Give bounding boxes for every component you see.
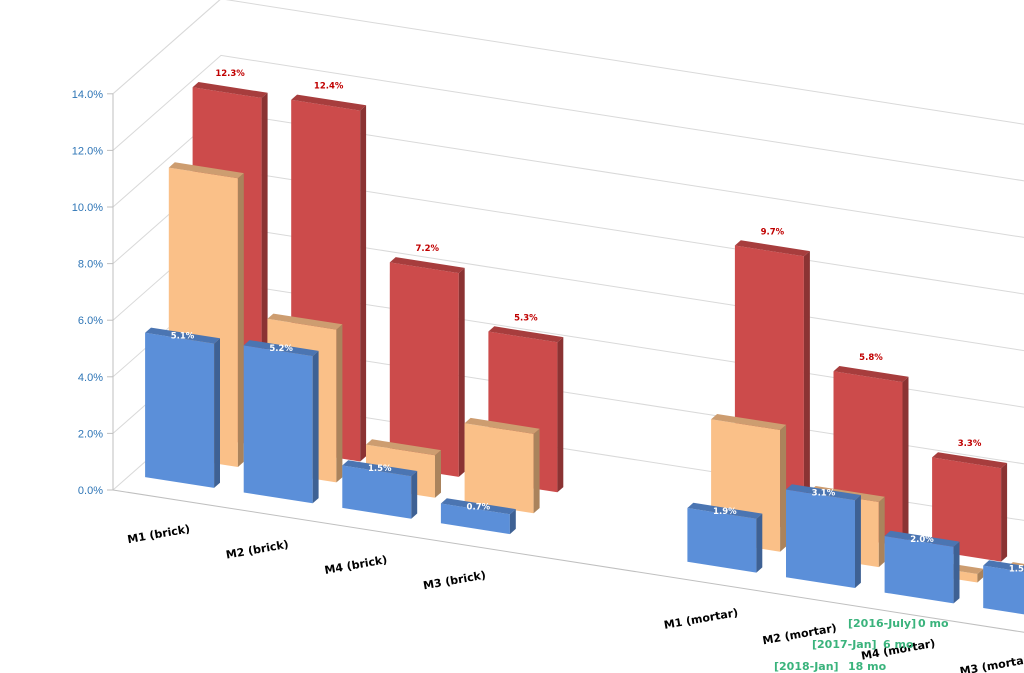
data-label: 5.8% — [859, 353, 883, 363]
y-tick-label: 6.0% — [78, 315, 103, 327]
x-tick-label: M1 (mortar) — [663, 606, 739, 632]
data-label: 5.1% — [171, 332, 195, 342]
bar-2016-july-6 — [786, 484, 861, 588]
bar-2016-july-1 — [145, 327, 220, 488]
data-label: 0.7% — [467, 502, 491, 512]
legend-series-name: [2017-Jan] — [812, 638, 877, 651]
x-tick-label: M1 (brick) — [126, 522, 191, 546]
bar-2016-july-5 — [687, 502, 763, 573]
x-tick-label: M3 (brick) — [422, 569, 487, 593]
data-label: 9.7% — [761, 227, 785, 237]
y-tick-label: 14.0% — [72, 89, 103, 101]
legend: [2016-July] 0 mo [2017-Jan] 6 mo [2018-Jan] 1… — [774, 617, 949, 673]
bar-2016-july-7 — [884, 530, 960, 604]
legend-series-suffix: 0 mo — [918, 617, 949, 630]
legend-series-suffix: 18 mo — [848, 660, 887, 673]
y-tick-label: 4.0% — [78, 372, 103, 384]
bar-2018-jan-7 — [932, 452, 1008, 562]
y-tick-label: 8.0% — [78, 259, 103, 271]
y-axis: 0.0% 2.0% 4.0% 6.0% 8.0% 10.0% 12.0% 14.0% — [72, 89, 114, 497]
gridline — [112, 54, 1024, 182]
legend-series-name: [2016-July] — [848, 617, 916, 630]
floor-edge — [112, 489, 1024, 633]
data-label: 12.4% — [314, 82, 344, 92]
legend-series-suffix: 6 mo — [883, 638, 914, 651]
bar-2017-jan-4 — [464, 417, 540, 514]
legend-series-name: [2018-Jan] — [774, 660, 839, 673]
data-label: 1.9% — [713, 507, 737, 517]
data-label: 1.5% — [368, 464, 392, 474]
bar-2016-july-4 — [440, 498, 516, 535]
data-label: 2.0% — [910, 535, 934, 545]
x-tick-label: M4 (brick) — [324, 553, 389, 577]
x-tick-label: M2 (brick) — [225, 538, 290, 562]
y-tick-label: 12.0% — [72, 145, 103, 157]
data-label: 3.3% — [958, 439, 982, 449]
data-label: 7.2% — [415, 244, 439, 254]
y-tick-label: 2.0% — [78, 428, 103, 440]
bar-2016-july-8 — [983, 560, 1024, 615]
bars: 12.3%12.4%7.2%5.3%9.7%5.8%3.3%1.6%5.1%5.… — [145, 69, 1024, 615]
x-tick-label: M3 (mortar) — [959, 652, 1024, 673]
data-label: 12.3% — [215, 69, 245, 79]
bar-2016-july-3 — [342, 460, 418, 519]
data-label: 5.3% — [514, 313, 538, 323]
data-label: 5.2% — [269, 344, 293, 354]
y-tick-label: 0.0% — [78, 485, 103, 497]
data-label: 3.1% — [812, 488, 836, 498]
y-tick-label: 10.0% — [72, 202, 103, 214]
data-label: 1.5% — [1009, 564, 1024, 574]
bar-2018-jan-3 — [389, 257, 465, 477]
gridline — [112, 0, 1024, 125]
bar-2016-july-2 — [243, 340, 319, 504]
